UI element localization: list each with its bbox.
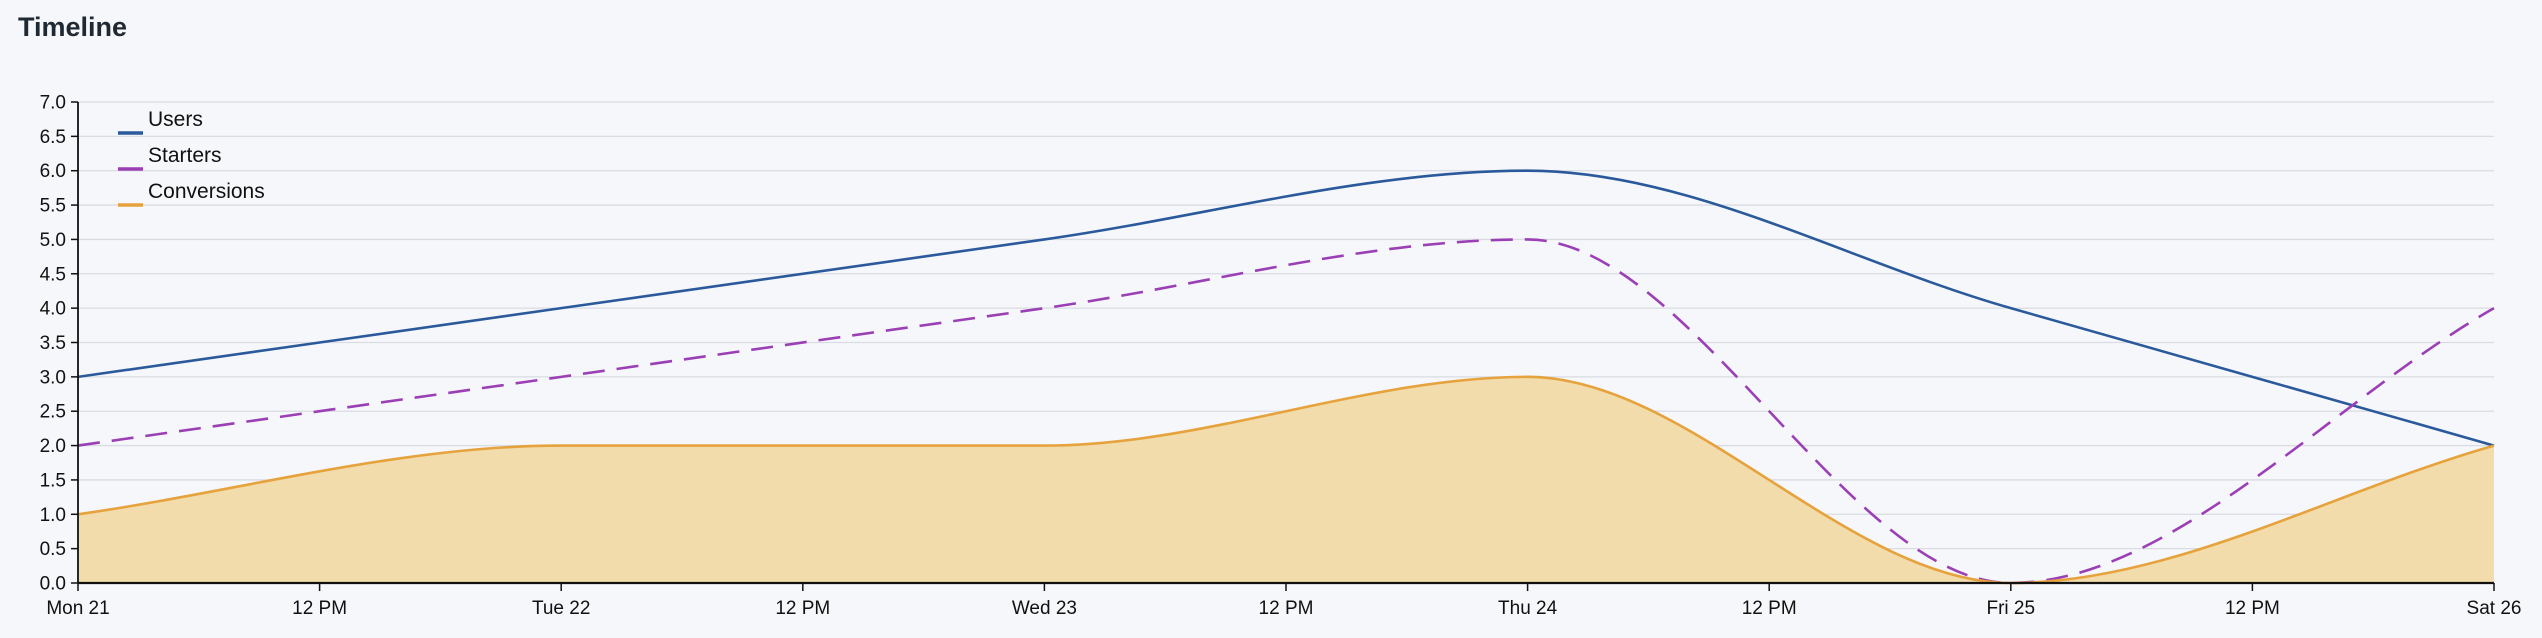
series-line-users <box>77 169 2495 447</box>
y-tick-label: 5.5 <box>40 196 66 217</box>
legend-item-conversions: Conversions <box>118 180 265 207</box>
x-tick-label: 12 PM <box>1259 598 1314 619</box>
y-tick-label: 6.0 <box>40 161 66 182</box>
area-fills <box>78 376 2494 583</box>
x-tick-label: Tue 22 <box>532 598 590 619</box>
y-tick-label: 2.5 <box>40 402 66 423</box>
y-tick-label: 2.0 <box>40 436 66 457</box>
legend-label-starters: Starters <box>148 144 222 167</box>
x-tick-label: Fri 25 <box>1987 598 2036 619</box>
y-tick-label: 3.5 <box>40 333 66 354</box>
y-tick-label: 1.0 <box>40 505 66 526</box>
legend-label-conversions: Conversions <box>148 180 265 203</box>
legend-item-users: Users <box>118 108 203 135</box>
y-tick-label: 5.0 <box>40 230 66 251</box>
axes: 0.0 0.5 1.0 1.5 2.0 2.5 3.0 3.5 4.0 4.5 5.0 5.5 6.0 6… <box>40 93 2522 620</box>
x-tick-label: Wed 23 <box>1012 598 1077 619</box>
x-tick-label: 12 PM <box>1742 598 1797 619</box>
legend: Users Starters Conversions <box>118 108 265 207</box>
y-tick-label: 0.0 <box>40 574 66 595</box>
x-tick-label: Mon 21 <box>46 598 109 619</box>
y-tick-label: 3.0 <box>40 367 66 388</box>
legend-item-starters: Starters <box>118 144 222 171</box>
y-tick-label: 6.5 <box>40 127 66 148</box>
x-tick-label: Sat 26 <box>2467 598 2522 619</box>
x-tick-label: Thu 24 <box>1498 598 1558 619</box>
x-tick-label: 12 PM <box>775 598 830 619</box>
series-line-starters <box>77 238 2495 585</box>
y-tick-label: 4.5 <box>40 264 66 285</box>
legend-label-users: Users <box>148 108 203 131</box>
x-tick-label: 12 PM <box>2225 598 2280 619</box>
y-tick-label: 7.0 <box>40 93 66 114</box>
y-tick-label: 0.5 <box>40 539 66 560</box>
x-tick-label: 12 PM <box>292 598 347 619</box>
series-area-conversions <box>78 376 2494 583</box>
series-lines <box>77 169 2495 585</box>
page-title: Timeline <box>18 12 128 42</box>
series-line-conversions <box>77 375 2495 585</box>
y-tick-label: 1.5 <box>40 470 66 491</box>
y-tick-label: 4.0 <box>40 299 66 320</box>
